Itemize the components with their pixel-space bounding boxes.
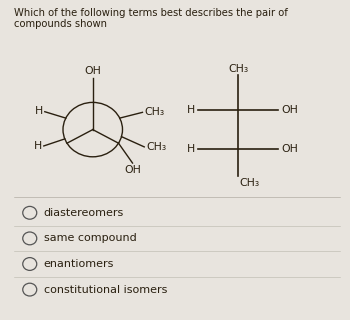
Text: compounds shown: compounds shown: [14, 19, 107, 29]
Text: CH₃: CH₃: [228, 64, 248, 74]
Text: Which of the following terms best describes the pair of: Which of the following terms best descri…: [14, 8, 288, 18]
Text: same compound: same compound: [44, 233, 136, 244]
Text: OH: OH: [84, 66, 101, 76]
Text: OH: OH: [281, 105, 298, 116]
Text: OH: OH: [125, 165, 142, 175]
Text: CH₃: CH₃: [240, 178, 260, 188]
Text: diastereomers: diastereomers: [44, 208, 124, 218]
Text: H: H: [35, 106, 43, 116]
Text: constitutional isomers: constitutional isomers: [44, 284, 167, 295]
Text: H: H: [34, 141, 42, 151]
Text: H: H: [187, 105, 195, 116]
Text: CH₃: CH₃: [144, 107, 164, 117]
Text: OH: OH: [281, 144, 298, 154]
Text: CH₃: CH₃: [146, 142, 166, 152]
Text: enantiomers: enantiomers: [44, 259, 114, 269]
Text: H: H: [187, 144, 195, 154]
